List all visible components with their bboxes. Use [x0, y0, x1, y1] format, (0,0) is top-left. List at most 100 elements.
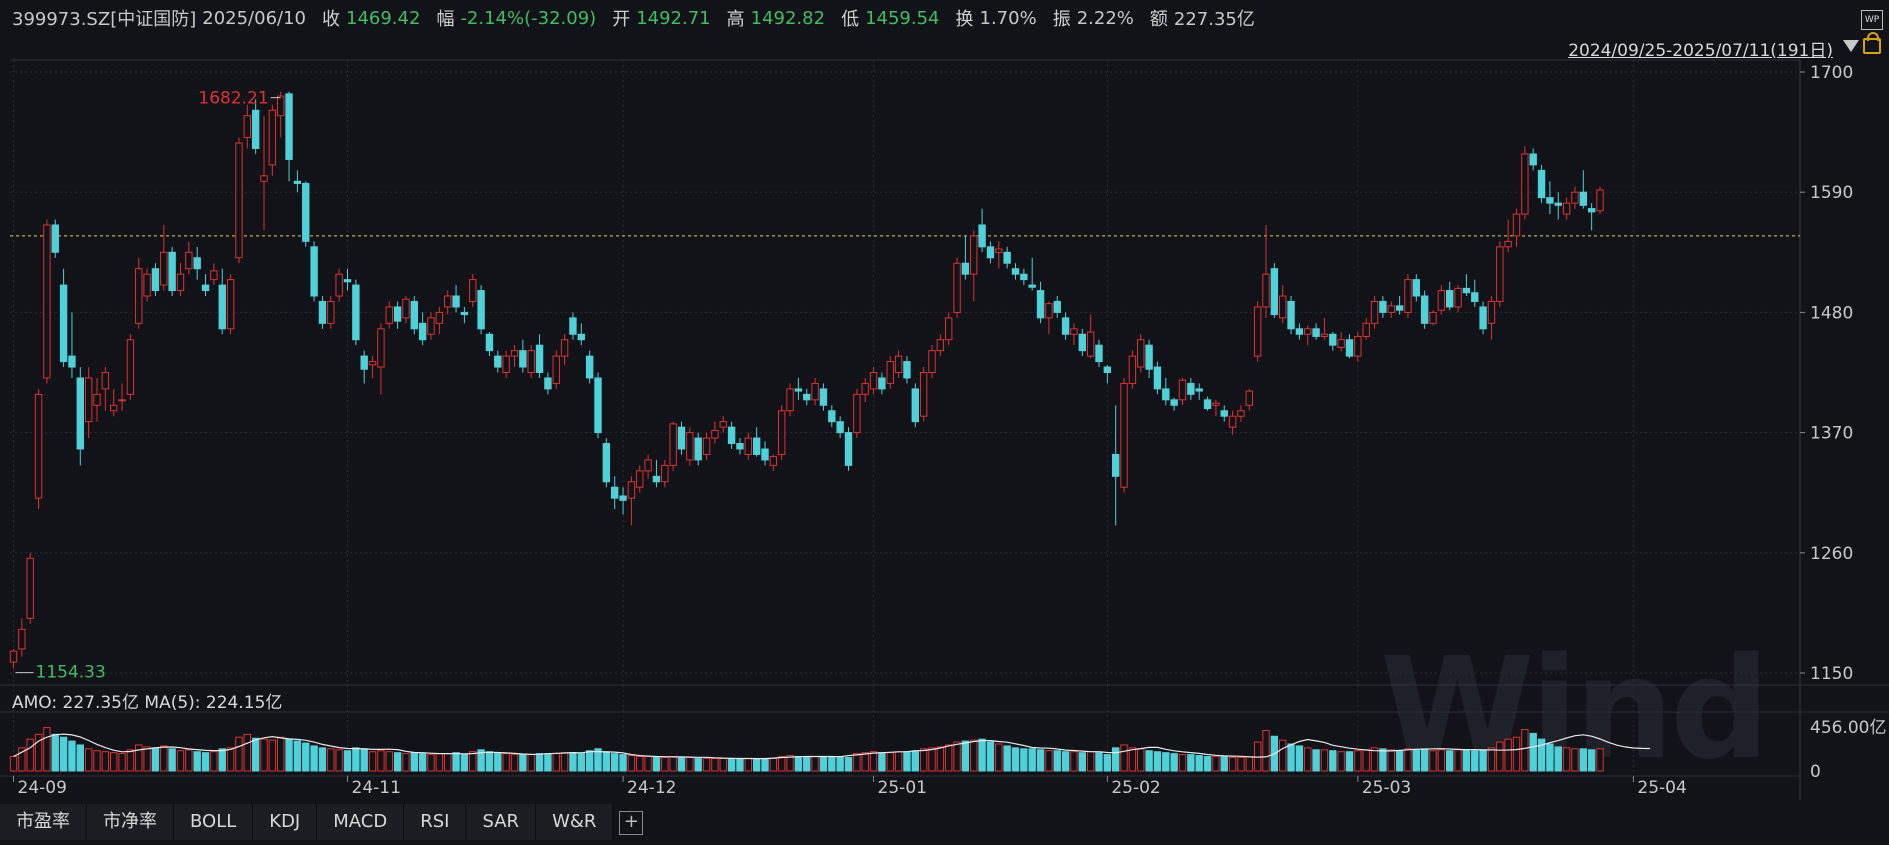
volume-bar	[168, 748, 176, 772]
tab-pe[interactable]: 市盈率	[0, 804, 87, 840]
volume-bar	[1036, 749, 1045, 772]
volume-bar	[1103, 754, 1112, 772]
candle-body	[961, 262, 970, 275]
volume-bar	[1571, 748, 1579, 772]
volume-bar	[43, 727, 51, 772]
tab-pb[interactable]: 市净率	[87, 804, 174, 840]
volume-bar	[469, 751, 477, 772]
candle-body	[894, 355, 903, 374]
volume-bar	[110, 752, 118, 772]
candle-body	[544, 377, 552, 390]
volume-bar	[936, 746, 945, 772]
candle-body	[135, 268, 143, 324]
export-icon[interactable]: WP	[1861, 10, 1883, 30]
volume-bar	[1086, 751, 1095, 772]
volume-bar	[611, 753, 619, 772]
candle-body	[778, 410, 786, 455]
volume-bar	[945, 744, 953, 772]
candle-body	[43, 224, 51, 379]
candle-body	[1596, 189, 1604, 212]
candle-body	[611, 486, 619, 499]
candle-body	[694, 437, 702, 461]
candle-body	[502, 355, 510, 374]
candle-body	[1529, 153, 1537, 166]
candle-body	[1279, 295, 1287, 319]
volume-bar	[1320, 749, 1329, 772]
candle-body	[310, 246, 318, 297]
volume-bar	[853, 753, 861, 772]
candle-body	[402, 298, 410, 319]
candle-body	[1020, 273, 1028, 281]
tab-rsi[interactable]: RSI	[404, 804, 467, 840]
date-range-selector[interactable]: 2024/09/25-2025/07/11(191日)	[1568, 41, 1833, 61]
candle-body	[1504, 240, 1512, 248]
volume-bar	[1220, 756, 1228, 772]
turnover-label: 换	[955, 9, 974, 30]
candle-body	[945, 317, 953, 341]
candle-body	[360, 355, 368, 370]
volume-bar	[894, 751, 903, 772]
candle-body	[51, 224, 59, 253]
candle-body	[1320, 333, 1329, 337]
candle-body	[1036, 290, 1045, 319]
candle-body	[368, 361, 377, 366]
candle-body	[661, 464, 669, 483]
candle-body	[1187, 382, 1195, 395]
volume-bar	[243, 733, 252, 772]
volume-bar	[711, 757, 719, 772]
candle-body	[786, 388, 794, 412]
candle-body	[844, 432, 853, 466]
candle-body	[970, 235, 978, 275]
volume-bar	[118, 753, 126, 772]
tab-wr[interactable]: W&R	[536, 804, 614, 840]
volume-bar	[1487, 747, 1496, 772]
volume-bar	[677, 756, 686, 772]
candle-body	[84, 377, 93, 423]
lock-icon[interactable]	[1863, 32, 1881, 54]
volume-bar	[285, 738, 293, 772]
candle-body	[1362, 322, 1370, 337]
price-tick-label: 1480	[1810, 303, 1853, 323]
low-value: 1459.54	[865, 7, 940, 29]
volume-bar	[1287, 743, 1295, 772]
volume-bar	[1312, 749, 1320, 772]
volume-bar	[627, 755, 636, 772]
tab-kdj[interactable]: KDJ	[253, 804, 318, 840]
candle-body	[711, 429, 719, 439]
volume-bar	[585, 750, 594, 772]
candle-body	[519, 350, 527, 368]
volume-bar	[970, 739, 978, 772]
add-indicator-button[interactable]: +	[619, 811, 644, 835]
volume-bar	[293, 740, 302, 772]
volume-bar	[377, 750, 385, 772]
volume-bar	[995, 743, 1003, 772]
volume-bar	[502, 753, 510, 772]
candle-body	[1095, 344, 1103, 363]
candle-body	[869, 372, 878, 390]
candle-body	[1086, 331, 1095, 357]
candle-body	[761, 448, 769, 461]
volume-bar	[410, 752, 419, 772]
volume-bar	[1187, 754, 1195, 772]
candle-body	[76, 377, 84, 450]
volume-bar	[1504, 738, 1512, 772]
volume-bar	[828, 756, 836, 772]
volume-bar	[1496, 741, 1504, 772]
candle-body	[160, 251, 168, 286]
amo-ma5-line	[13, 733, 1651, 760]
candle-body	[293, 180, 302, 184]
volume-bar	[9, 756, 18, 772]
candle-body	[560, 339, 569, 357]
tab-boll[interactable]: BOLL	[174, 804, 254, 840]
dropdown-triangle-icon[interactable]	[1843, 40, 1859, 52]
volume-bar	[636, 756, 644, 772]
quote-date: 2025/06/10	[202, 7, 306, 29]
tab-macd[interactable]: MACD	[317, 804, 405, 840]
tab-sar[interactable]: SAR	[466, 804, 537, 840]
volume-bar	[1429, 750, 1437, 772]
close-label: 收	[322, 9, 340, 30]
volume-bar	[1128, 747, 1137, 772]
volume-bar	[1562, 747, 1571, 772]
candle-body	[235, 142, 243, 259]
